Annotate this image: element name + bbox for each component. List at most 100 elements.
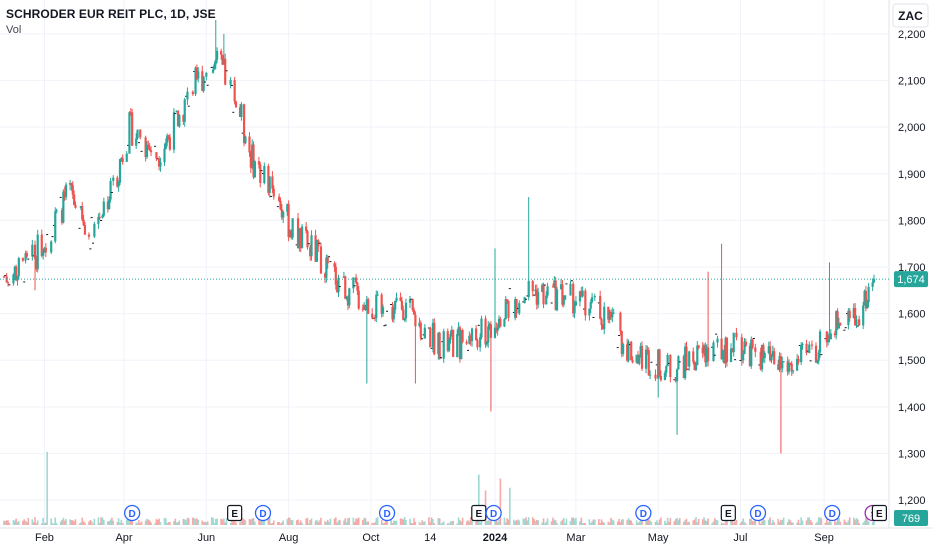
volume-bar (626, 520, 628, 525)
price-bar (298, 228, 301, 249)
volume-bar (676, 517, 678, 525)
volume-bar (243, 519, 245, 525)
price-bar (523, 297, 526, 304)
price-bar (448, 339, 451, 351)
price-bar (363, 304, 366, 310)
price-bar (446, 331, 449, 351)
volume-bar (80, 522, 82, 525)
price-bar (674, 377, 677, 382)
volume-bar (476, 519, 479, 525)
price-bar (669, 354, 672, 378)
price-bar (646, 349, 649, 351)
volume-bar (433, 523, 436, 525)
volume-legend-label[interactable]: Vol (6, 24, 22, 36)
volume-bar (401, 518, 403, 525)
price-tick-label: 1,800 (898, 215, 926, 227)
price-bar (773, 351, 776, 365)
volume-bar (561, 519, 564, 525)
symbol-title[interactable]: SCHRODER EUR REIT PLC, 1D, JSE (6, 7, 216, 21)
volume-bar (761, 521, 763, 525)
event-marker-label: D (829, 509, 836, 520)
time-tick-label: 2024 (483, 532, 508, 544)
price-bar (442, 331, 445, 359)
volume-bar (703, 517, 705, 525)
price-bar (412, 310, 416, 315)
price-bar (131, 112, 134, 146)
price-bar (817, 352, 820, 361)
price-bar (561, 284, 564, 305)
volume-bar (692, 520, 695, 525)
volume-bar (734, 521, 736, 525)
volume-bar (627, 518, 630, 525)
volume-bar (183, 519, 186, 525)
volume-bar (600, 519, 603, 525)
volume-bar (457, 517, 460, 525)
price-bar (373, 317, 377, 319)
earnings-marker (720, 504, 736, 522)
price-bar (102, 201, 105, 216)
volume-bar (89, 519, 92, 525)
price-bar (337, 277, 340, 292)
volume-bar (835, 522, 838, 525)
time-tick-label: Mar (566, 532, 585, 544)
volume-bar (116, 522, 119, 525)
volume-bar (54, 517, 57, 525)
time-axis[interactable]: Feb Apr Jun Aug Oct 14 2024 Mar May Jul Sep (0, 527, 932, 544)
last-price-badge (894, 271, 928, 288)
event-marker-label: D (259, 509, 266, 520)
price-bar (87, 234, 91, 237)
volume-bar (781, 519, 784, 525)
price-bar (769, 346, 772, 361)
price-bar (692, 351, 695, 362)
volume-bar (843, 519, 846, 525)
volume-bar (588, 519, 591, 525)
volume-bar (693, 519, 696, 525)
volume-bar (421, 520, 423, 525)
volume-bar (743, 522, 746, 525)
price-bar (148, 147, 151, 151)
volume-bar (499, 478, 502, 525)
price-bar (554, 280, 557, 311)
volume-bar (5, 520, 8, 525)
price-bar (658, 349, 661, 376)
price-bar (541, 284, 544, 293)
price-bar (251, 144, 254, 168)
volume-bar (352, 517, 355, 525)
price-bar (825, 331, 828, 343)
price-bar (268, 176, 271, 193)
volume-bar (356, 518, 359, 525)
price-bar (702, 345, 706, 354)
price-bar (145, 144, 149, 157)
event-marker-label: D (640, 509, 647, 520)
price-axis[interactable]: 1,200 1,300 1,400 1,500 1,600 1,700 1,800 1,900… (898, 29, 926, 507)
volume-bar (591, 521, 593, 525)
price-bar (619, 312, 622, 332)
price-bar (518, 303, 521, 314)
price-bar (287, 204, 290, 238)
volume-bar (456, 523, 459, 525)
price-bar (452, 329, 455, 357)
volume-bar (232, 521, 235, 525)
volume-bar (103, 519, 105, 525)
volume-bar (553, 519, 556, 525)
price-bar (186, 91, 189, 100)
volume-bar (201, 520, 204, 525)
price-tick-label: 1,700 (898, 262, 926, 274)
price-bar (2, 276, 6, 278)
price-bar (323, 273, 327, 278)
volume-bar (838, 518, 840, 525)
currency-button[interactable] (892, 3, 929, 28)
price-bar (589, 301, 592, 309)
volume-bar (182, 518, 185, 525)
volume-bar (289, 517, 291, 525)
volume-bar (250, 519, 252, 525)
time-tick-label: May (648, 532, 669, 544)
price-bar (82, 219, 85, 226)
volume-bar (239, 522, 241, 525)
volume-bar (701, 519, 704, 525)
price-bar (762, 344, 765, 359)
volume-bar (22, 520, 24, 525)
volume-bar (69, 519, 71, 525)
volume-bar (695, 517, 697, 525)
